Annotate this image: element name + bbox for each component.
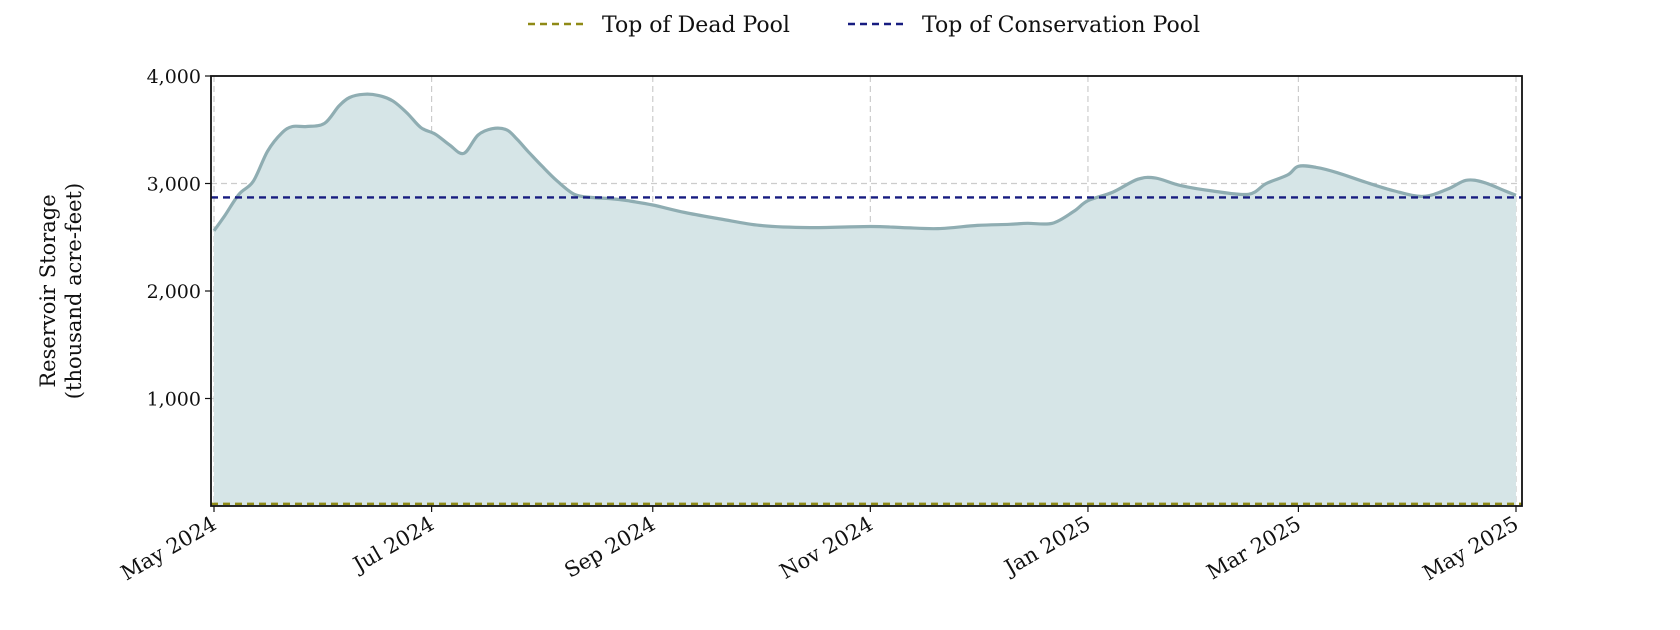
x-tick-label: Nov 2024 [776, 512, 877, 584]
legend-label-dead-pool: Top of Dead Pool [602, 13, 790, 38]
y-axis-ticks: 1,000 2,000 3,000 4,000 [147, 66, 211, 411]
x-tick-label: Jan 2025 [999, 512, 1095, 581]
x-axis-ticks: May 2024 Jul 2024 Sep 2024 Nov 2024 Jan 2025… [117, 506, 1523, 585]
y-tick-label: 4,000 [147, 66, 201, 88]
reference-lines [211, 196, 1522, 506]
y-axis-title-line1: Reservoir Storage [36, 194, 60, 387]
y-tick-label: 1,000 [147, 389, 201, 411]
storage-line [212, 92, 1517, 232]
y-axis-title-line2: (thousand acre-feet) [62, 183, 86, 399]
area-layer [212, 92, 1517, 506]
x-tick-label: Jul 2024 [347, 512, 438, 578]
x-tick-label: Mar 2025 [1203, 512, 1305, 585]
x-tick-label: May 2024 [117, 512, 221, 586]
x-tick-label: May 2025 [1419, 512, 1523, 586]
y-tick-label: 3,000 [147, 174, 201, 196]
x-tick-label: Sep 2024 [560, 512, 659, 583]
legend: Top of Dead Pool Top of Conservation Poo… [528, 13, 1200, 38]
storage-area-fill [214, 94, 1516, 506]
legend-label-conservation-pool: Top of Conservation Pool [922, 13, 1200, 38]
y-tick-label: 2,000 [147, 281, 201, 303]
